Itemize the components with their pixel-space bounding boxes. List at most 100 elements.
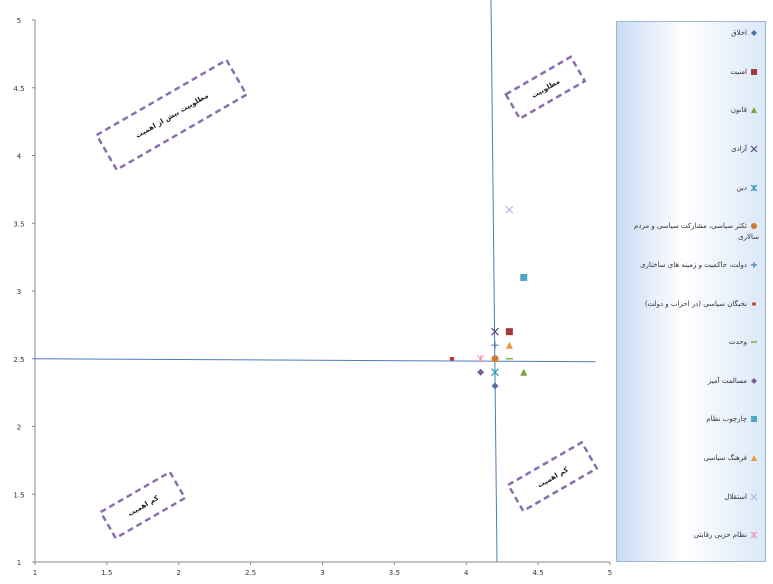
legend-item: وحدت <box>631 337 759 348</box>
legend-item: امنیت <box>631 67 759 78</box>
legend-marker <box>751 30 757 36</box>
x-tick-label: 3.5 <box>389 569 400 577</box>
quadrant-label-text: مطلوبیت بیش از اهمیت <box>134 92 210 140</box>
legend-marker <box>751 223 757 230</box>
legend-label: دولت، حاکمیت و زمینه های ساختاری <box>640 260 747 269</box>
x-tick-label: 4.5 <box>533 569 544 577</box>
quadrant-labels: مطلوبیت بیش از اهمیت مطلوبیت کم اهمیت کم اه… <box>94 55 599 540</box>
y-tick-label: 4.5 <box>13 85 24 93</box>
data-points <box>449 205 528 390</box>
legend-marker <box>750 493 758 501</box>
y-tick-label: 2 <box>17 424 21 432</box>
legend-marker <box>750 184 758 191</box>
marker-diamond <box>477 368 485 376</box>
legend-marker <box>752 302 756 305</box>
marker-circle <box>491 355 499 363</box>
marker-dash <box>752 302 756 305</box>
y-tick-label: 5 <box>17 17 21 25</box>
x-tick-label: 1 <box>33 569 37 577</box>
quadrant-label-box: کم اهمیت <box>506 440 599 513</box>
x-axis-ticks: 1 1.5 2 2.5 3 3.5 4 4.5 5 <box>33 562 612 577</box>
marker-star <box>750 531 758 539</box>
y-tick-label: 3 <box>17 288 21 296</box>
horizontal-reference-line <box>34 358 596 363</box>
legend-label: آزادی <box>731 144 747 153</box>
x-tick-label: 2 <box>177 569 181 577</box>
legend-label: وحدت <box>729 338 747 347</box>
legend-marker <box>751 107 757 114</box>
marker-x <box>505 205 514 214</box>
legend-label: نخبگان سیاسی (در احزاب و دولت) <box>644 299 747 308</box>
y-axis-ticks: 1 1.5 2 2.5 3 3.5 4 4.5 5 <box>13 17 35 567</box>
legend-item: مسالمت آمیز <box>631 376 759 387</box>
quadrant-label-border <box>506 440 599 513</box>
x-tick-label: 3 <box>320 569 324 577</box>
legend-label: قانون <box>730 106 747 115</box>
marker-square <box>520 273 528 281</box>
y-tick-label: 4 <box>17 153 22 161</box>
legend-marker <box>751 341 757 343</box>
marker-x <box>750 493 758 501</box>
marker-diamond <box>751 30 757 36</box>
x-tick-label: 1.5 <box>101 569 112 577</box>
marker-square <box>751 68 757 75</box>
marker-star <box>476 354 485 363</box>
marker-plus <box>491 341 499 349</box>
legend-item: چارچوب نظام <box>631 414 759 425</box>
legend-marker <box>750 531 758 539</box>
chart-legend: اخلاق امنیت قانون آزادی دین تکثر سیاسی، مشارک… <box>616 21 766 562</box>
marker-diamond <box>751 377 757 384</box>
quadrant-label-box: مطلوبیت <box>504 55 587 121</box>
legend-label: اخلاق <box>731 29 747 37</box>
legend-label: تکثر سیاسی، مشارکت سیاسی و مردم سالاری <box>634 222 759 242</box>
y-tick-label: 1 <box>17 559 21 567</box>
legend-marker <box>751 68 757 75</box>
y-tick-label: 1.5 <box>13 491 24 499</box>
x-tick-label: 5 <box>608 569 612 577</box>
quadrant-label-border <box>98 470 187 540</box>
marker-star <box>491 368 499 377</box>
quadrant-label-box: مطلوبیت بیش از اهمیت <box>94 58 249 172</box>
legend-item: تکثر سیاسی، مشارکت سیاسی و مردم سالاری <box>631 221 759 243</box>
marker-square <box>751 416 757 423</box>
x-tick-label: 4 <box>464 569 469 577</box>
axes <box>34 20 610 563</box>
legend-item: استقلال <box>631 492 759 503</box>
marker-dash <box>449 357 454 361</box>
marker-triangle <box>751 107 757 114</box>
legend-label: امنیت <box>730 67 747 76</box>
legend-item: اخلاق <box>631 28 759 39</box>
quadrant-label-box: کم اهمیت <box>98 470 187 540</box>
legend-item: نظام حزبی رقابتی <box>631 530 759 541</box>
legend-label: مسالمت آمیز <box>707 376 747 385</box>
legend-marker <box>751 416 757 423</box>
legend-marker <box>750 145 758 153</box>
reference-lines <box>34 0 596 563</box>
legend-item: قانون <box>631 105 759 116</box>
legend-marker <box>751 377 757 384</box>
marker-triangle <box>520 368 528 376</box>
legend-label: دین <box>736 183 747 192</box>
quadrant-label-border <box>504 55 587 121</box>
marker-triangle <box>751 455 757 462</box>
legend-label: نظام حزبی رقابتی <box>693 531 747 540</box>
marker-square <box>505 328 513 336</box>
marker-star <box>750 184 758 191</box>
legend-label: فرهنگ سیاسی <box>703 454 747 463</box>
marker-diamond <box>491 382 499 390</box>
legend-label: چارچوب نظام <box>706 415 747 424</box>
legend-item: فرهنگ سیاسی <box>631 453 759 464</box>
legend-marker <box>751 261 757 268</box>
marker-plus <box>751 261 757 268</box>
legend-item: دین <box>631 183 759 194</box>
legend-item: دولت، حاکمیت و زمینه های ساختاری <box>631 260 759 271</box>
y-tick-label: 3.5 <box>13 220 24 228</box>
legend-item: نخبگان سیاسی (در احزاب و دولت) <box>631 299 759 310</box>
marker-triangle <box>505 341 513 349</box>
legend-item: آزادی <box>631 144 759 155</box>
marker-circle <box>751 223 757 230</box>
legend-label: استقلال <box>724 492 747 501</box>
y-tick-label: 2.5 <box>13 356 24 364</box>
legend-marker <box>751 455 757 462</box>
